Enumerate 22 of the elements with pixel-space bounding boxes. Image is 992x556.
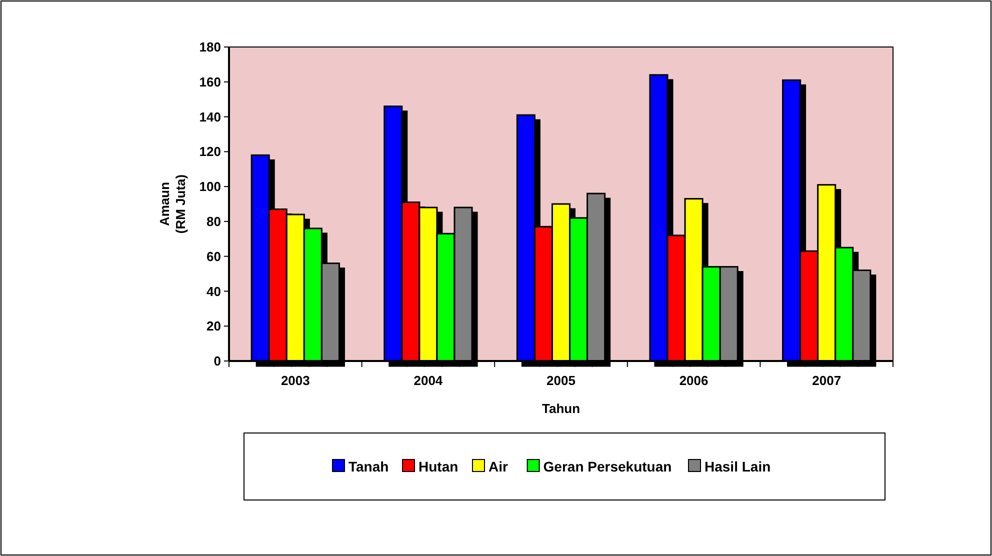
legend-label: Hutan (418, 458, 458, 474)
x-axis-title: Tahun (542, 401, 580, 416)
y-tick-label: 120 (199, 144, 221, 160)
y-tick-label: 40 (206, 284, 221, 299)
y-tick-label: 0 (214, 354, 221, 369)
legend-label: Geran Persekutuan (543, 458, 672, 474)
x-tick-label: 2004 (414, 373, 444, 388)
legend-label: Hasil Lain (704, 458, 771, 474)
y-tick-label: 100 (199, 179, 221, 194)
x-tick-label: 2007 (812, 373, 842, 388)
legend-label: Tanah (348, 458, 389, 474)
y-tick-label: 80 (206, 214, 221, 229)
legend-label: Air (488, 458, 508, 474)
y-tick-label: 140 (199, 109, 221, 124)
y-tick-label: 20 (206, 318, 221, 334)
x-tick-label: 2005 (546, 373, 576, 388)
y-tick-label: 180 (199, 40, 221, 55)
y-axis-title: Amaun (RM Juta) (157, 174, 188, 234)
x-tick-label: 2006 (679, 373, 708, 388)
y-tick-label: 160 (199, 74, 221, 90)
x-tick-label: 2003 (280, 373, 310, 388)
y-tick-label: 60 (206, 248, 221, 264)
